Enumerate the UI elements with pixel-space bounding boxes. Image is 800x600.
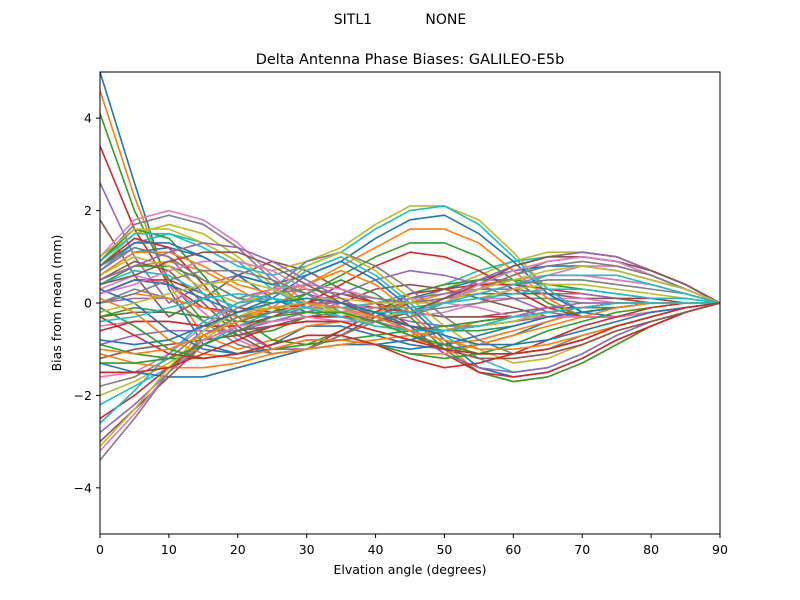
- x-tick-label: 30: [299, 542, 315, 557]
- y-tick-label: −2: [74, 388, 92, 403]
- series-line-50: [100, 274, 720, 424]
- x-tick-label: 80: [643, 542, 659, 557]
- series-line-61: [100, 297, 720, 346]
- series-line-64: [100, 302, 720, 374]
- series-line-54: [100, 302, 720, 369]
- x-tick-label: 20: [230, 542, 246, 557]
- y-tick-label: 2: [84, 203, 92, 218]
- x-axis: 0 10 20 30 40 50 60 70 80 90: [96, 534, 728, 557]
- x-tick-label: 90: [712, 542, 728, 557]
- y-axis-label: Bias from mean (mm): [49, 235, 64, 372]
- y-tick-label: 4: [84, 111, 92, 126]
- x-tick-label: 50: [436, 542, 452, 557]
- y-axis: −4 −2 0 2 4: [74, 111, 100, 495]
- x-tick-label: 70: [574, 542, 590, 557]
- x-tick-label: 40: [368, 542, 384, 557]
- x-axis-label: Elvation angle (degrees): [333, 562, 486, 577]
- y-tick-label: −4: [74, 480, 92, 495]
- y-tick-label: 0: [84, 296, 92, 311]
- series-layer: [100, 72, 720, 461]
- x-tick-label: 10: [161, 542, 177, 557]
- figure-suptitle: SITL1 NONE: [334, 12, 467, 28]
- x-tick-label: 0: [96, 542, 104, 557]
- chart-title: Delta Antenna Phase Biases: GALILEO-E5b: [256, 52, 565, 68]
- x-tick-label: 60: [505, 542, 521, 557]
